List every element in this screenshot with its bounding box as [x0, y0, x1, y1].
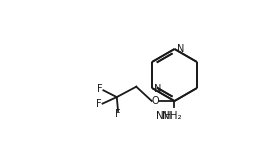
Text: F: F [96, 99, 101, 109]
Text: O: O [152, 96, 160, 106]
Text: F: F [115, 109, 121, 119]
Text: F: F [97, 84, 103, 94]
Text: N: N [178, 44, 185, 54]
Text: NH: NH [156, 111, 172, 121]
Text: N: N [154, 84, 161, 94]
Text: NH₂: NH₂ [162, 111, 181, 121]
